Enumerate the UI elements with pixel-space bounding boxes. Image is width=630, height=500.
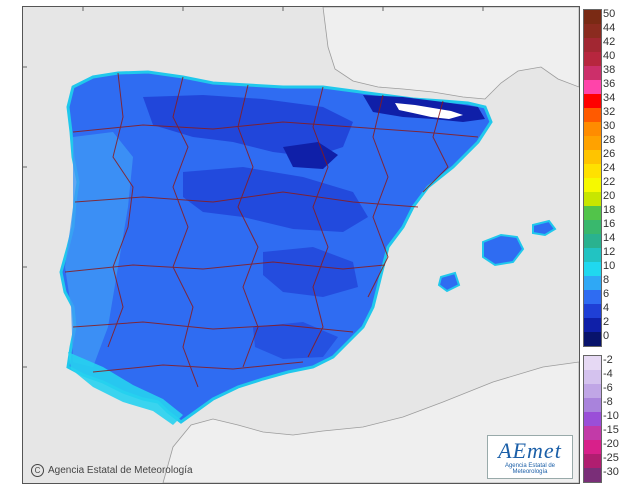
cold-patch-south (253, 322, 338, 359)
legend-swatch (584, 370, 601, 384)
legend-label: -25 (603, 452, 619, 464)
legend-label: 4 (603, 302, 610, 314)
legend-swatch (584, 384, 601, 398)
legend-swatch (584, 248, 601, 262)
map-canvas (23, 7, 579, 483)
legend-swatch (584, 412, 601, 426)
legend-swatch (584, 276, 601, 290)
legend-label: 24 (603, 162, 616, 174)
legend-label: 44 (603, 22, 616, 34)
legend-upper-scale (583, 9, 602, 347)
iberian-peninsula-field (59, 70, 493, 424)
legend-swatch (584, 304, 601, 318)
mallorca-island (482, 233, 525, 267)
legend-label: 10 (603, 260, 616, 272)
menorca-island (532, 219, 557, 237)
legend-label: 12 (603, 246, 616, 258)
legend-swatch (584, 24, 601, 38)
legend-swatch (584, 356, 601, 370)
snow-peaks-pyrenees (395, 103, 463, 119)
legend-swatch (584, 178, 601, 192)
legend-swatch (584, 94, 601, 108)
legend-label: -6 (603, 382, 613, 394)
legend-swatch (584, 332, 601, 346)
mild-band-west (65, 132, 133, 367)
legend-swatch (584, 38, 601, 52)
legend-swatch (584, 440, 601, 454)
legend-label: 32 (603, 106, 616, 118)
ibiza-island (437, 271, 461, 293)
legend-swatch (584, 454, 601, 468)
aemet-logo-wordmark: AEmet (498, 438, 562, 463)
legend-label: 6 (603, 288, 610, 300)
legend-swatch (584, 206, 601, 220)
legend-label: 40 (603, 50, 616, 62)
aemet-logo: AEmet Agencia Estatal de Meteorología (487, 435, 573, 479)
legend-swatch (584, 468, 601, 482)
legend-label: 20 (603, 190, 616, 202)
legend-label: -8 (603, 396, 613, 408)
legend-label: 36 (603, 78, 616, 90)
frame-ticks (23, 7, 484, 368)
legend-label: 14 (603, 232, 616, 244)
legend-swatch (584, 136, 601, 150)
legend-swatch (584, 220, 601, 234)
legend-swatch (584, 164, 601, 178)
legend-swatch (584, 398, 601, 412)
legend-label: 28 (603, 134, 616, 146)
legend-lower-scale (583, 355, 602, 483)
africa-landmass (162, 361, 579, 483)
legend-swatch (584, 122, 601, 136)
legend-label: 0 (603, 330, 610, 342)
legend-swatch (584, 108, 601, 122)
legend-label: 2 (603, 316, 610, 328)
cold-patch-east (263, 247, 358, 297)
legend-swatch (584, 10, 601, 24)
legend-label: 30 (603, 120, 616, 132)
temperature-map: C Agencia Estatal de Meteorología AEmet … (22, 6, 580, 484)
legend-label: 26 (603, 148, 616, 160)
legend-label: -30 (603, 466, 619, 478)
legend-label: 18 (603, 204, 616, 216)
copyright-notice: C Agencia Estatal de Meteorología (31, 464, 193, 477)
legend-label: -2 (603, 354, 613, 366)
legend-swatch (584, 234, 601, 248)
legend-label: -10 (603, 410, 619, 422)
legend-label: -4 (603, 368, 613, 380)
legend-swatch (584, 318, 601, 332)
legend-swatch (584, 192, 601, 206)
province-borders (64, 72, 479, 388)
legend-label: 50 (603, 8, 616, 20)
legend-label: 38 (603, 64, 616, 76)
color-legend: 50 44 42 40 38 36 34 32 30 28 26 24 22 20 18 16 14 12 10 8 6… (583, 8, 627, 483)
copyright-text: Agencia Estatal de Meteorología (48, 465, 193, 476)
legend-label: -15 (603, 424, 619, 436)
copyright-icon: C (31, 464, 44, 477)
legend-swatch (584, 150, 601, 164)
legend-label: 42 (603, 36, 616, 48)
legend-label: 16 (603, 218, 616, 230)
legend-swatch (584, 426, 601, 440)
legend-label: -20 (603, 438, 619, 450)
legend-swatch (584, 52, 601, 66)
legend-swatch (584, 66, 601, 80)
very-cold-iberian-system (283, 142, 338, 169)
aemet-logo-subtitle: Agencia Estatal de Meteorología (504, 463, 556, 475)
france-landmass (322, 7, 579, 100)
coastal-warm-southwest (68, 352, 183, 425)
legend-swatch (584, 262, 601, 276)
legend-label: 8 (603, 274, 610, 286)
legend-swatch (584, 80, 601, 94)
legend-label: 34 (603, 92, 616, 104)
legend-label: 22 (603, 176, 616, 188)
legend-swatch (584, 290, 601, 304)
